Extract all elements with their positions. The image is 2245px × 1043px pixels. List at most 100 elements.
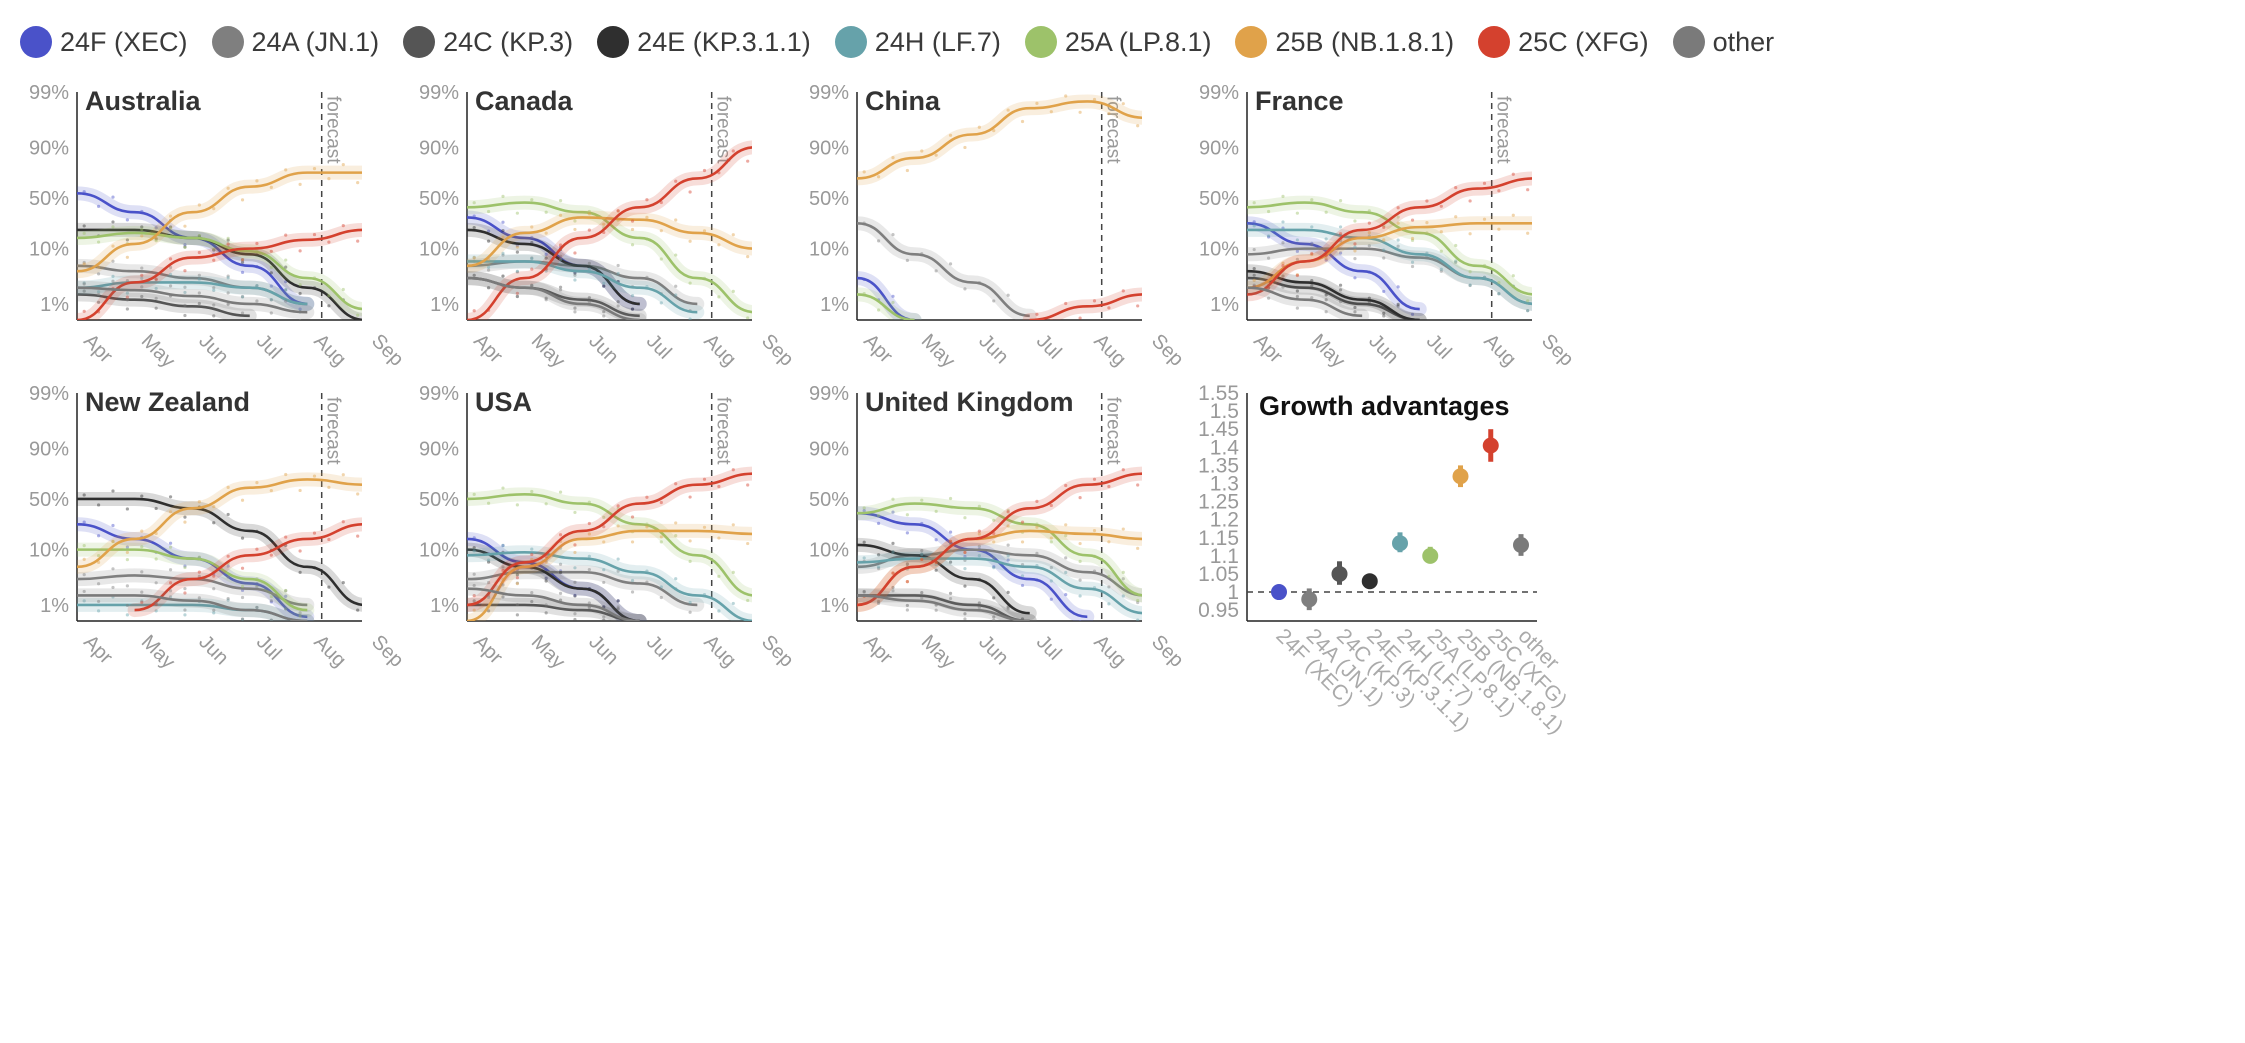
series-point bbox=[312, 232, 317, 237]
series-point bbox=[240, 260, 245, 264]
series-point bbox=[269, 618, 273, 621]
series-point bbox=[1482, 275, 1487, 279]
series-point bbox=[876, 601, 881, 605]
series-line bbox=[77, 231, 362, 311]
series-point bbox=[992, 518, 996, 522]
series-point bbox=[544, 576, 548, 580]
series-point bbox=[1410, 236, 1415, 241]
series-point bbox=[327, 240, 331, 244]
series-point bbox=[269, 311, 273, 315]
series-line bbox=[134, 523, 362, 612]
series-point bbox=[876, 308, 881, 312]
series-point bbox=[1064, 556, 1068, 560]
series-point bbox=[515, 245, 519, 249]
series-point bbox=[544, 256, 548, 260]
series-point bbox=[688, 610, 692, 614]
series-point bbox=[934, 562, 938, 567]
y-tick-label: 1% bbox=[40, 595, 69, 617]
series-line bbox=[77, 228, 362, 320]
series-point bbox=[284, 299, 288, 303]
series-point bbox=[255, 585, 259, 589]
series-point bbox=[298, 549, 302, 553]
series-point bbox=[284, 288, 288, 292]
series-point bbox=[717, 295, 721, 299]
series-point bbox=[1295, 273, 1299, 277]
series-point bbox=[876, 565, 881, 569]
series-point bbox=[168, 541, 173, 545]
series-point bbox=[154, 557, 158, 561]
series-point bbox=[862, 170, 866, 174]
series-point bbox=[183, 591, 187, 595]
series-point bbox=[240, 270, 245, 274]
series-point bbox=[645, 215, 649, 219]
series-point bbox=[1006, 508, 1010, 512]
series-point bbox=[1410, 218, 1415, 222]
series-point bbox=[82, 281, 86, 285]
series-point bbox=[1107, 585, 1111, 589]
series-point bbox=[1324, 258, 1328, 262]
series-point bbox=[688, 600, 692, 605]
series-point bbox=[891, 300, 895, 305]
series-point bbox=[558, 490, 563, 494]
series-point bbox=[1295, 249, 1299, 253]
series-point bbox=[1136, 483, 1140, 487]
series-point bbox=[154, 531, 158, 536]
series-point bbox=[240, 595, 245, 600]
series-point bbox=[284, 535, 288, 539]
series-line bbox=[467, 276, 640, 320]
series-point bbox=[688, 317, 692, 320]
series-point bbox=[356, 534, 360, 538]
series-point bbox=[154, 609, 158, 613]
series-point bbox=[284, 258, 288, 262]
series-point bbox=[631, 322, 634, 325]
series-point bbox=[862, 221, 866, 225]
series-point bbox=[284, 288, 288, 292]
series-point bbox=[905, 513, 909, 517]
y-tick-label: 1.55 bbox=[1198, 382, 1239, 405]
series-line bbox=[857, 221, 1030, 318]
series-group bbox=[77, 472, 362, 621]
series-point bbox=[1136, 618, 1140, 621]
series-point bbox=[240, 617, 245, 621]
series-point bbox=[212, 504, 216, 509]
series-point bbox=[544, 231, 548, 235]
series-point bbox=[269, 265, 273, 269]
x-tick-label: Jul bbox=[252, 330, 286, 364]
series-point bbox=[631, 326, 634, 329]
y-tick-label: 50% bbox=[419, 489, 459, 511]
series-point bbox=[1281, 261, 1285, 265]
series-point bbox=[963, 617, 967, 621]
series-point bbox=[111, 489, 115, 493]
legend-swatch bbox=[1235, 26, 1268, 58]
series-point bbox=[515, 291, 519, 295]
series-point bbox=[1107, 484, 1111, 489]
y-tick-label: 99% bbox=[1199, 82, 1239, 104]
series-point bbox=[197, 203, 201, 207]
series-point bbox=[341, 581, 345, 585]
series-point bbox=[82, 589, 86, 594]
series-point bbox=[948, 539, 953, 544]
series-point bbox=[486, 257, 491, 262]
series-point bbox=[1310, 252, 1314, 257]
series-point bbox=[82, 231, 86, 235]
series-line bbox=[1247, 286, 1363, 318]
series-point bbox=[240, 258, 245, 262]
series-point bbox=[544, 267, 548, 271]
series-point bbox=[96, 293, 101, 297]
series-point bbox=[920, 596, 924, 600]
series-line bbox=[467, 603, 640, 621]
series-point bbox=[515, 250, 519, 254]
panel-title: China bbox=[865, 86, 941, 116]
series-point bbox=[645, 237, 649, 241]
series-point bbox=[992, 556, 996, 560]
series-point bbox=[573, 566, 577, 570]
series-point bbox=[731, 570, 735, 574]
series-point bbox=[1035, 525, 1039, 529]
y-tick-label: 99% bbox=[29, 383, 69, 405]
series-point bbox=[573, 310, 577, 314]
series-point bbox=[963, 612, 967, 616]
series-point bbox=[515, 211, 519, 215]
series-point bbox=[1295, 289, 1299, 293]
x-tick-label: May bbox=[917, 631, 959, 673]
series-point bbox=[1396, 215, 1400, 219]
